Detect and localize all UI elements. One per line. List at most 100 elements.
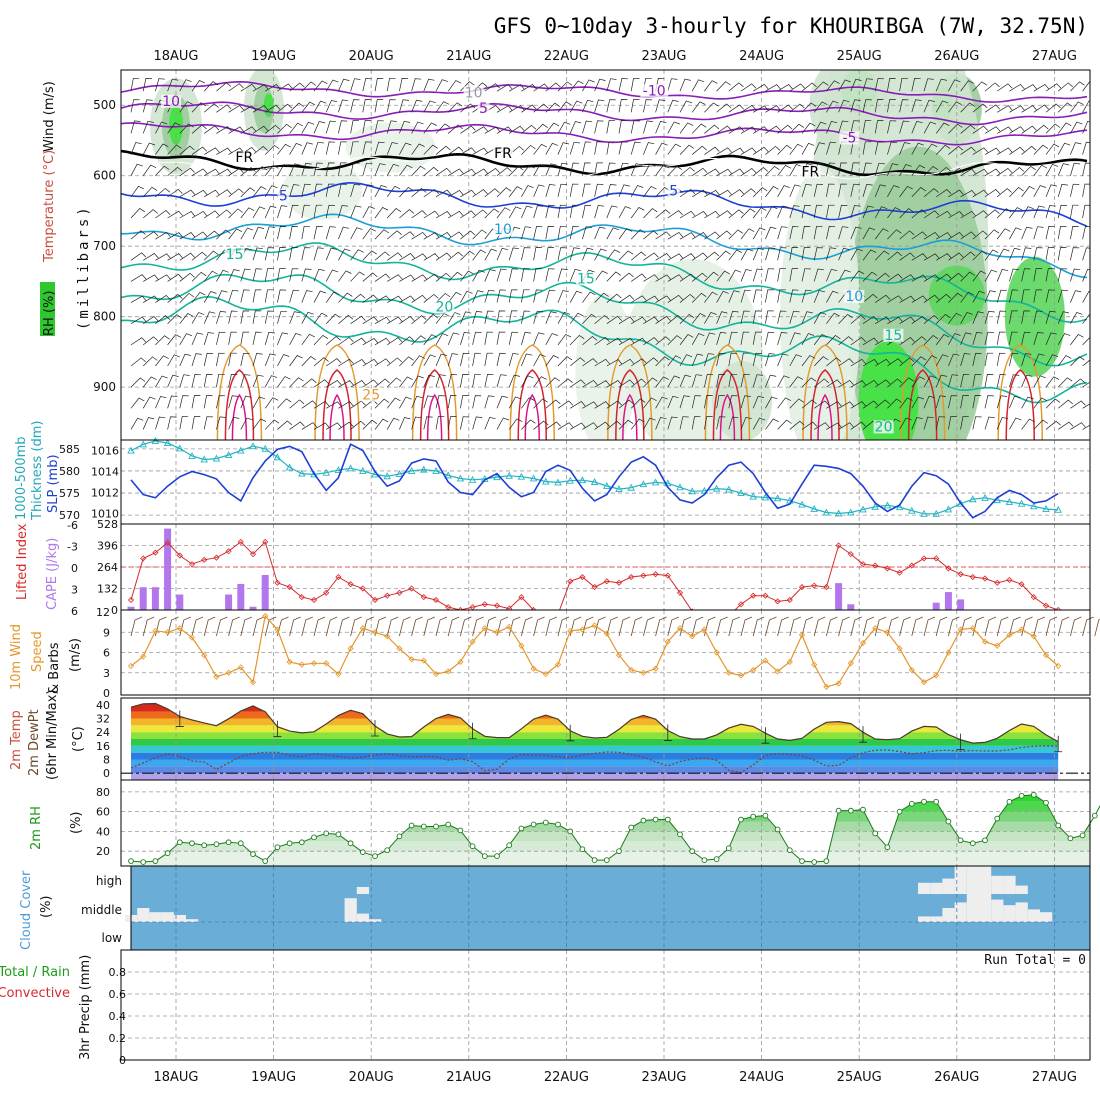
cloud-bar-high: [991, 875, 1004, 894]
wind-barb: [240, 126, 257, 134]
wind-barb: [264, 165, 279, 176]
wind-barb: [203, 374, 213, 388]
wind-barb: [191, 332, 204, 345]
surface-wind-barb: [911, 616, 923, 637]
wind-barb: [240, 187, 256, 198]
wind-barb: [765, 353, 776, 367]
wind-barb: [765, 418, 779, 430]
wind-barb: [1045, 354, 1059, 367]
wind-barb: [155, 315, 171, 324]
wind-barb: [533, 376, 547, 388]
warm-contour: [524, 393, 540, 440]
wind-barb: [399, 142, 412, 155]
wind-barb: [826, 290, 839, 303]
wind-barb: [582, 358, 598, 367]
cape-tick: 0: [111, 604, 118, 617]
cape-tick: 528: [97, 518, 118, 531]
isotherm-line: [121, 101, 1088, 126]
surface-wind-barb: [1082, 616, 1094, 637]
wind-barb: [582, 226, 593, 240]
temperature-band: [131, 766, 1059, 774]
wind-barb: [472, 249, 486, 261]
wind-barb: [728, 352, 738, 367]
wind-barb: [142, 417, 155, 430]
wind-barb: [948, 79, 961, 92]
wind-barb: [1021, 353, 1032, 367]
wind-barb: [277, 103, 293, 113]
wind-barb: [740, 188, 756, 198]
wind-barb: [423, 354, 437, 367]
wind-barb: [789, 205, 800, 219]
wind-barb: [423, 188, 439, 198]
cloud-labels: Cloud Cover (%): [19, 870, 54, 950]
wind-barb: [789, 143, 804, 155]
wind-barb: [899, 163, 912, 176]
surface-wind-barb: [813, 616, 826, 637]
wind-barb: [411, 121, 424, 134]
wind-barb: [948, 272, 964, 282]
wind-barb: [411, 253, 427, 261]
wind-barb: [984, 290, 996, 303]
wind-barb: [813, 268, 824, 282]
wind-barb: [960, 395, 969, 409]
surface-wind-barb: [679, 616, 692, 637]
wind-barb: [203, 103, 219, 113]
rh-point: [359, 849, 366, 856]
wind-barb: [508, 310, 518, 324]
wind-barb: [704, 395, 713, 409]
top-date-axis: 18AUG 19AUG 20AUG 21AUG 22AUG 23AUG 24AUG 25AUG…: [153, 49, 1076, 64]
wind-speed-point: [530, 665, 537, 672]
wind-speed-point: [481, 625, 488, 632]
wind-barb: [289, 184, 300, 197]
wind-barb: [228, 331, 238, 345]
wind-barb: [728, 310, 739, 324]
wind-barb: [557, 290, 569, 303]
wind-barb: [130, 357, 146, 367]
wind-barb: [630, 163, 643, 176]
wind-barb: [386, 77, 396, 92]
wind-barb: [728, 126, 745, 134]
wind-barb: [423, 293, 439, 303]
wind-barb: [960, 251, 976, 261]
temp-tick: 8: [103, 754, 110, 767]
wind-barb: [935, 395, 946, 409]
wind-barb: [496, 247, 508, 261]
contour-label: -10: [643, 83, 666, 99]
wind-barb: [850, 183, 860, 197]
wind-barb: [704, 124, 720, 134]
wind-barb: [386, 208, 402, 219]
wind-barb: [789, 289, 799, 303]
wind-barb: [557, 378, 573, 388]
wind-barb: [301, 290, 313, 303]
wind-barb: [447, 416, 457, 430]
rh-point: [725, 845, 732, 852]
wind-barb: [143, 253, 159, 261]
wind-barb: [325, 226, 336, 240]
wind-barb: [643, 142, 655, 155]
lifted-index-point: [847, 551, 854, 558]
wind-barb: [984, 82, 1000, 92]
wind-barb: [753, 105, 769, 113]
wind-barb: [1045, 143, 1060, 155]
cloud-bar-middle: [966, 894, 979, 922]
wind-barb: [813, 247, 824, 261]
wind-barb: [289, 204, 299, 219]
rh-point: [189, 840, 195, 847]
wind-barb: [1082, 100, 1090, 113]
wind-barb: [1021, 268, 1031, 282]
wind-barb: [167, 232, 183, 240]
wind-barb: [191, 291, 206, 303]
wind-barb: [887, 378, 903, 388]
wind-speed-point: [554, 661, 562, 668]
wind-barb: [777, 185, 790, 198]
wind-barb: [252, 166, 268, 176]
rh-point: [176, 839, 183, 846]
wind-barb: [1021, 374, 1033, 388]
wind-speed-point: [335, 671, 342, 678]
wind-barb: [301, 121, 315, 134]
wind-barb: [838, 226, 849, 240]
wind-barb: [667, 165, 682, 176]
precip-tick: 0.8: [109, 966, 127, 979]
